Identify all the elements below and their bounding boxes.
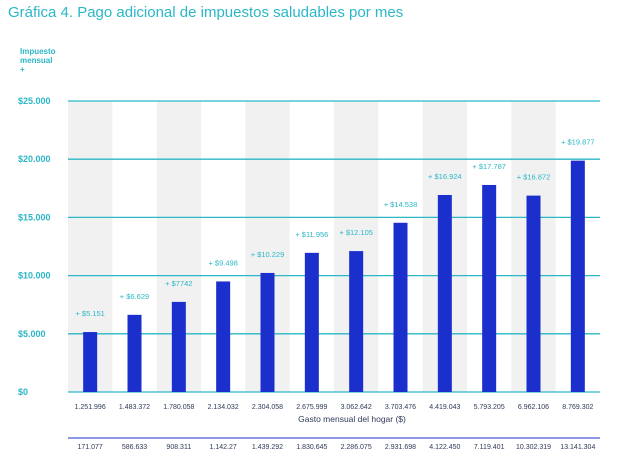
- bar: [216, 281, 231, 392]
- y-tick-label: $15.000: [18, 212, 51, 222]
- bars: [83, 160, 585, 392]
- secondary-x-tick-label: 2.286.075: [341, 444, 372, 451]
- bar: [304, 252, 319, 392]
- data-label: + $19.877: [561, 138, 595, 147]
- x-tick-label: 2.675.999: [296, 404, 327, 411]
- y-tick-label: $5.000: [18, 329, 46, 339]
- data-labels: + $5.151 + $6.629 + $7742 + $9.498 + $10.229…: [75, 138, 594, 318]
- secondary-x-tick-label: 2.931.698: [385, 444, 416, 451]
- secondary-x-tick-label: 7.119.401: [474, 444, 505, 451]
- secondary-x-tick-label: 13.141.304: [560, 444, 595, 451]
- bar: [393, 222, 408, 392]
- bar: [482, 184, 497, 392]
- bar: [570, 160, 585, 392]
- secondary-x-tick-label: 171.077: [78, 444, 103, 451]
- x-tick-label: 8.769.302: [562, 404, 593, 411]
- data-label: + $17.787: [472, 162, 506, 171]
- secondary-x-tick-label: 4.122.450: [429, 444, 460, 451]
- bar: [171, 301, 186, 392]
- bar: [437, 195, 452, 392]
- data-label: + $10.229: [251, 250, 285, 259]
- secondary-x-tick-label: 908.311: [166, 444, 191, 451]
- data-label: + $5.151: [75, 309, 104, 318]
- y-tick-label: $25.000: [18, 96, 51, 106]
- x-tick-label: 2.134.032: [208, 404, 239, 411]
- data-label: + $16.924: [428, 172, 462, 181]
- x-tick-label: 3.703.476: [385, 404, 416, 411]
- x-tick-label: 4.419.043: [429, 404, 460, 411]
- y-axis-label: Impuesto mensual +: [20, 47, 80, 74]
- data-label: + $16.872: [517, 173, 551, 182]
- y-axis-label-text: Impuesto mensual: [20, 47, 56, 65]
- bar: [260, 272, 275, 392]
- secondary-x-tick-label: 1.830.645: [296, 444, 327, 451]
- x-tick-label: 5.793.205: [474, 404, 505, 411]
- secondary-x-tick-label: 586.633: [122, 444, 147, 451]
- x-axis-title: Gasto mensual del hogar ($): [298, 414, 406, 424]
- data-label: + $11.956: [295, 230, 328, 239]
- x-tick-label: 3.062.642: [341, 404, 372, 411]
- x-tick-label: 1.780.058: [163, 404, 194, 411]
- y-axis-label-marker: +: [20, 65, 25, 74]
- secondary-x-tick-label: 1.142.27: [210, 444, 237, 451]
- chart-title: Gráfica 4. Pago adicional de impuestos s…: [8, 4, 404, 21]
- data-label: + $7742: [165, 279, 192, 288]
- x-tick-label: 1.251.996: [75, 404, 106, 411]
- bar: [83, 332, 98, 392]
- y-tick-label: $0: [18, 387, 28, 397]
- data-label: + $14.538: [384, 200, 418, 209]
- y-tick-label: $10.000: [18, 271, 51, 281]
- y-tick-label: $20.000: [18, 154, 51, 164]
- secondary-x-tick-label: 10.302.319: [516, 444, 551, 451]
- bar: [127, 314, 142, 392]
- bar: [349, 251, 364, 392]
- x-tick-label: 6.962.106: [518, 404, 549, 411]
- secondary-x-tick-labels: 171.077 586.633 908.311 1.142.27 1.439.292 1.…: [78, 444, 596, 451]
- x-tick-labels: 1.251.996 1.483.372 1.780.058 2.134.032 2.30…: [75, 404, 594, 411]
- x-tick-label: 2.304.058: [252, 404, 283, 411]
- data-label: + $6.629: [120, 292, 149, 301]
- bar: [526, 195, 541, 392]
- y-tick-labels: $0 $5.000 $10.000 $15.000 $20.000 $25.000: [18, 96, 51, 397]
- data-label: + $12.105: [339, 228, 373, 237]
- gridlines: [68, 100, 600, 393]
- x-tick-label: 1.483.372: [119, 404, 150, 411]
- data-label: + $9.498: [208, 258, 237, 267]
- secondary-x-tick-label: 1.439.292: [252, 444, 283, 451]
